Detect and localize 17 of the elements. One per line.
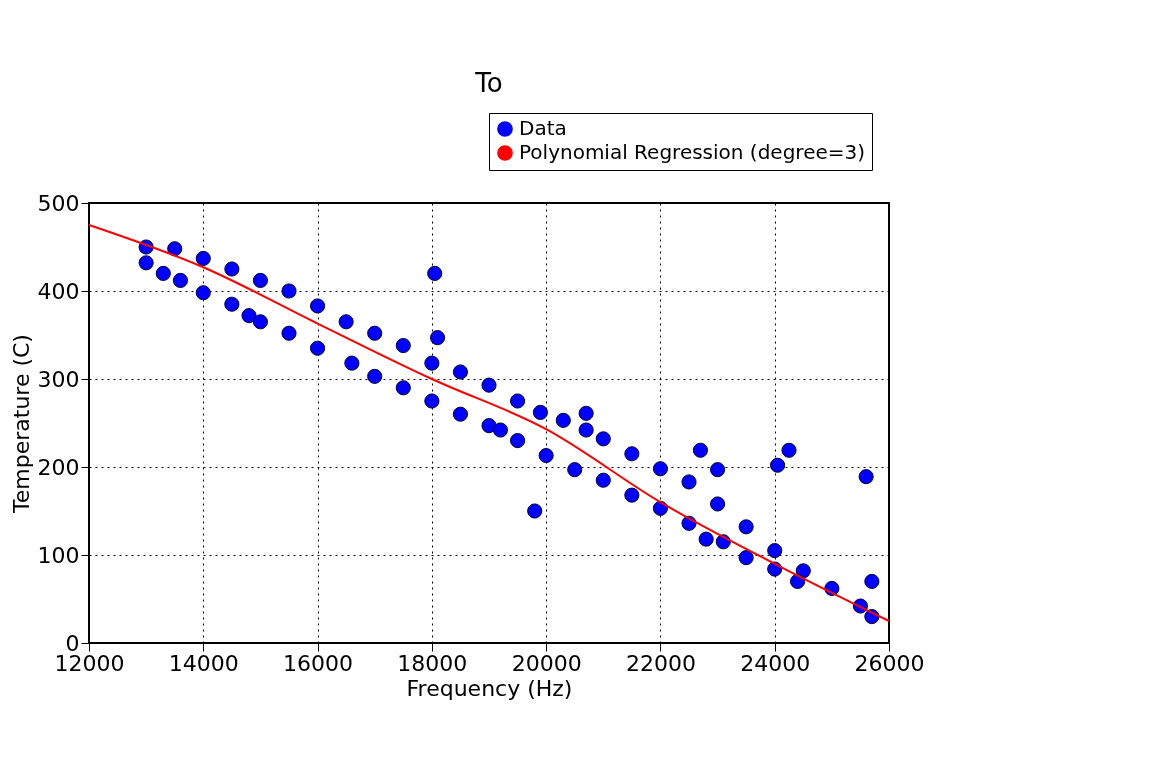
y-tick-label: 500 — [37, 190, 80, 216]
y-axis-title: Temperature (C) — [8, 334, 34, 514]
y-tick-label: 400 — [37, 278, 80, 304]
x-tick-label: 16000 — [283, 650, 354, 676]
y-tick-label: 100 — [37, 542, 80, 568]
x-tick-label: 26000 — [854, 650, 925, 676]
x-tick-label: 14000 — [168, 650, 239, 676]
y-tick-label: 300 — [37, 366, 80, 392]
x-tick-label: 22000 — [625, 650, 696, 676]
legend-label: Polynomial Regression (degree=3) — [519, 140, 866, 164]
legend-label: Data — [519, 116, 567, 140]
x-tick-label: 18000 — [397, 650, 468, 676]
x-axis-title: Frequency (Hz) — [406, 675, 573, 701]
y-tick-label: 200 — [37, 454, 80, 480]
chart-title: To — [474, 67, 503, 98]
x-tick-label: 20000 — [511, 650, 582, 676]
x-tick-label: 24000 — [740, 650, 811, 676]
